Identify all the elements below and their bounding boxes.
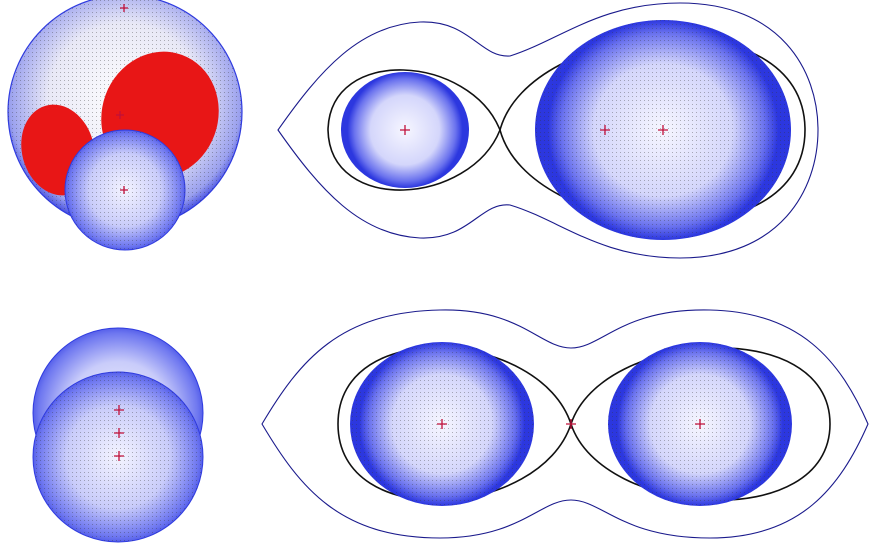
top-left-view [7,0,243,251]
outer-contour [277,2,819,259]
roche-lobe [327,69,501,191]
front-texture [33,372,203,542]
center-marks [116,4,128,194]
top-right-view [277,2,819,259]
center-marks [114,405,124,461]
center-marks [437,419,705,429]
bottom-left-view [32,327,204,543]
roche-lobe [337,346,572,502]
outer-contour [261,309,869,539]
center-marks [400,125,668,135]
bottom-right-view [261,309,869,539]
